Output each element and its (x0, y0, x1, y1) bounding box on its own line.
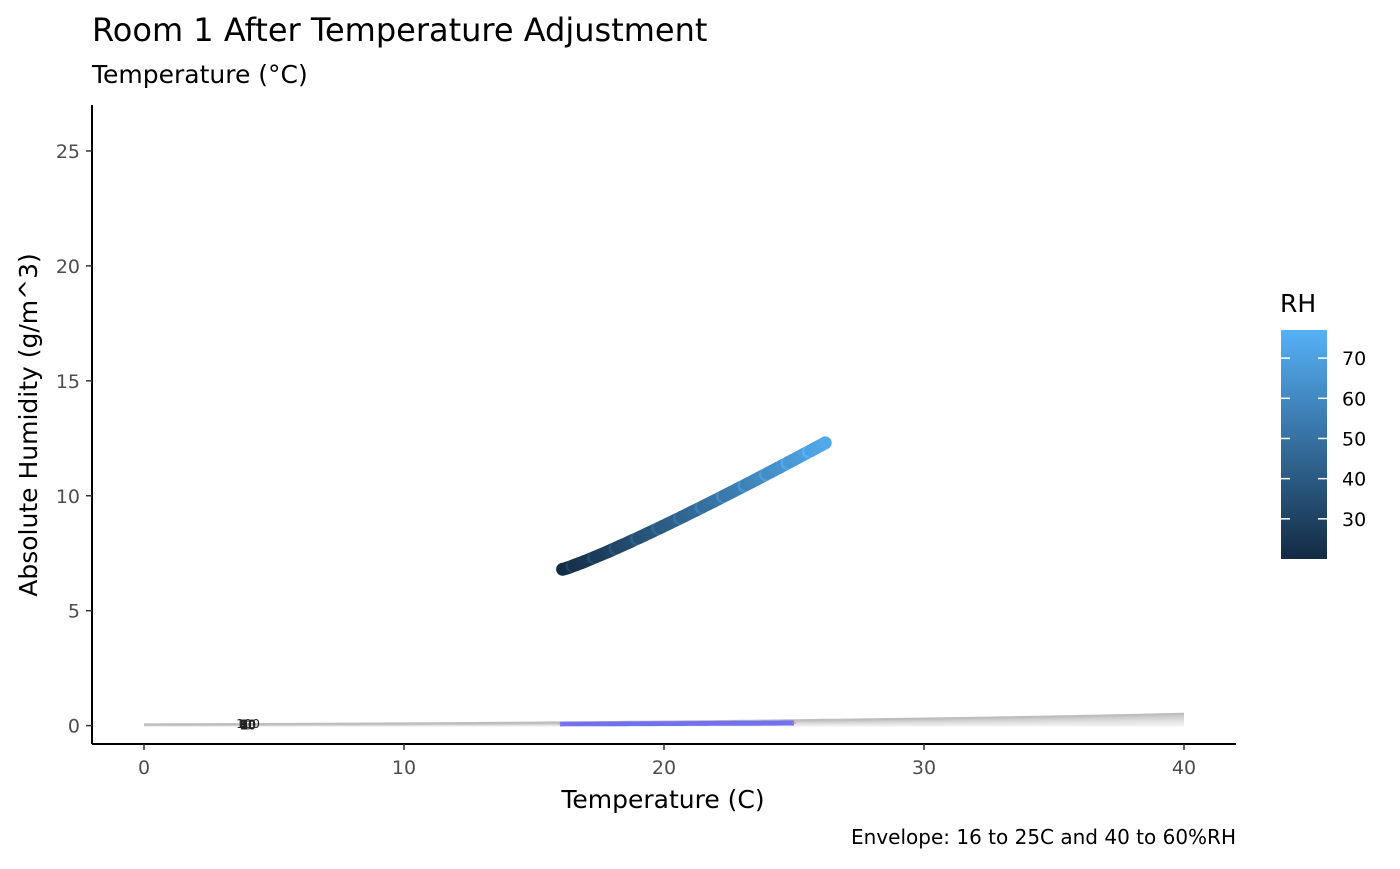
data-point (818, 436, 832, 450)
envelope (558, 720, 796, 727)
legend-tick-label: 50 (1342, 428, 1366, 450)
y-tick-label: 25 (56, 141, 80, 163)
chart-title: Room 1 After Temperature Adjustment (92, 11, 707, 49)
y-tick-label: 15 (56, 371, 80, 393)
y-axis-label: Absolute Humidity (g/m^3) (14, 253, 43, 597)
y-ticks: 0 5 10 15 20 25 (56, 141, 92, 738)
axes (91, 105, 1236, 745)
envelope-rh-upper-edge (560, 720, 795, 726)
x-axis-label: Temperature (C) (560, 785, 764, 814)
legend: RH 30 40 50 60 70 (1280, 289, 1366, 559)
legend-title: RH (1280, 289, 1316, 318)
rh-curve-label-0: 0 (244, 718, 252, 733)
x-tick-label: 10 (392, 757, 416, 779)
rh-curve-label-40: 40 (240, 717, 256, 732)
rh-curve-label-30: 30 (240, 717, 256, 732)
legend-tick-label: 60 (1342, 388, 1366, 410)
rh-curve-label-50: 50 (240, 717, 256, 732)
rh-curve-label-70: 70 (240, 717, 256, 732)
chart-subtitle: Temperature (°C) (91, 60, 308, 89)
legend-ticks: 30 40 50 60 70 (1281, 348, 1366, 531)
y-tick-label: 20 (56, 256, 80, 278)
legend-colorbar (1281, 330, 1327, 559)
rh-curve-label-10: 10 (240, 718, 256, 733)
x-tick-label: 40 (1172, 757, 1196, 779)
y-tick-label: 5 (68, 601, 80, 623)
y-tick-label: 0 (68, 716, 80, 738)
legend-tick-label: 70 (1342, 348, 1366, 370)
legend-tick-label: 40 (1342, 469, 1366, 491)
x-ticks: 0 10 20 30 40 (138, 744, 1196, 779)
data-points (556, 436, 832, 576)
rh-curve-label-100: 100 (236, 716, 260, 731)
rh-curve-label-80: 80 (240, 716, 256, 731)
x-tick-label: 0 (138, 757, 150, 779)
legend-tick-label: 30 (1342, 509, 1366, 531)
rh-curve-label-60: 60 (240, 717, 256, 732)
caption: Envelope: 16 to 25C and 40 to 60%RH (851, 825, 1236, 849)
rh-curve-label-90: 90 (240, 716, 256, 731)
y-tick-label: 10 (56, 486, 80, 508)
x-tick-label: 20 (652, 757, 676, 779)
x-tick-label: 30 (912, 757, 936, 779)
rh-curve-label-20: 20 (240, 717, 256, 732)
